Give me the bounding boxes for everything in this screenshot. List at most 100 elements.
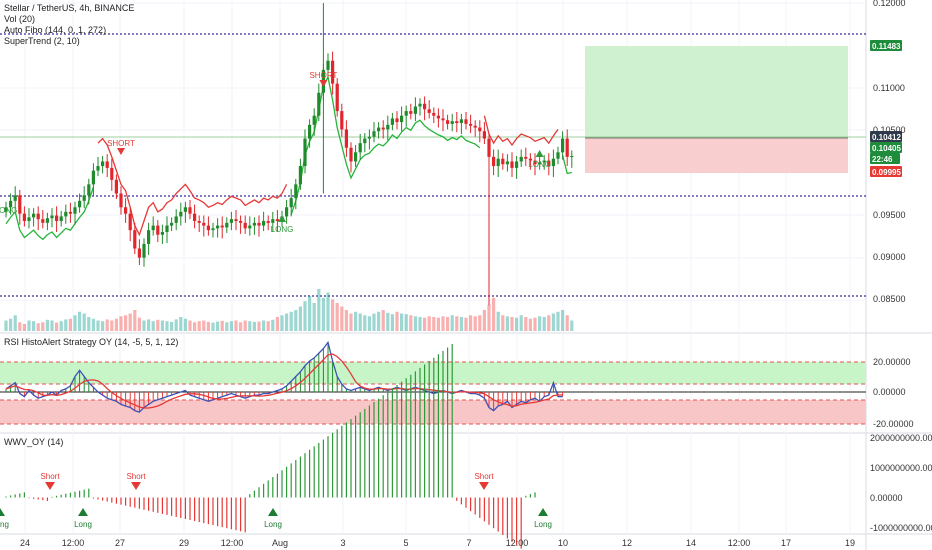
legend-rsi[interactable]: RSI HistoAlert Strategy OY (14, -5, 5, 1…	[4, 337, 178, 347]
volume-bar	[133, 310, 137, 331]
price-tag-bg	[870, 142, 902, 153]
volume-bar	[156, 319, 160, 331]
volume-bar	[87, 317, 91, 331]
candle-body	[110, 167, 114, 180]
legend-fibo[interactable]: Auto Fibo (144, 0, 1, 272)	[4, 25, 106, 35]
axis-labels: 24 12:00 27 29 12:00 Aug 3 5 7 12:00 10 12 14 12:00 17…	[20, 0, 932, 548]
wwv-signal-marker	[538, 508, 548, 516]
volume-bar	[533, 317, 537, 331]
candle-body	[206, 225, 210, 231]
legend-title[interactable]: Stellar / TetherUS, 4h, BINANCE	[4, 3, 134, 13]
candle-body	[395, 118, 399, 123]
volume-bar	[331, 299, 335, 331]
candle-body	[487, 138, 491, 157]
rsi-signal-line	[5, 353, 563, 409]
volume-bar	[64, 319, 68, 331]
candle-body	[101, 161, 105, 167]
candle-body	[377, 127, 381, 132]
x-axis-label: 7	[466, 538, 471, 548]
legend-vol[interactable]: Vol (20)	[4, 14, 35, 24]
volume-bar	[271, 319, 275, 331]
x-axis-label: 27	[115, 538, 125, 548]
price-signal-marker	[278, 215, 286, 222]
candle-body	[262, 221, 266, 226]
volume-bar	[459, 317, 463, 331]
candle-body	[147, 230, 151, 244]
x-axis-label: Aug	[272, 538, 288, 548]
candle-body	[137, 248, 141, 258]
volume-bar	[142, 320, 146, 331]
candle-body	[344, 129, 348, 148]
volume-bar	[27, 320, 31, 331]
legend-supertrend[interactable]: SuperTrend (2, 10)	[4, 36, 80, 46]
volume-bar	[202, 320, 206, 331]
candle-body	[354, 152, 358, 162]
x-axis-label: 10	[558, 538, 568, 548]
candle-body	[27, 217, 31, 222]
wwv-signal-marker	[131, 482, 141, 490]
candle-body	[243, 222, 247, 229]
candle-body	[303, 138, 307, 167]
candle-body	[528, 158, 532, 161]
candle-body	[87, 184, 91, 196]
price-tick-label: 0.09000	[873, 252, 906, 262]
candle-body	[50, 215, 54, 219]
candle-body	[216, 225, 220, 229]
rsi-tick-label: 20.00000	[873, 357, 911, 367]
volume-bar	[105, 319, 109, 331]
candle-body	[556, 152, 560, 159]
volume-bar	[436, 317, 440, 331]
volume-bar	[41, 322, 45, 331]
candle-body	[252, 222, 256, 226]
candle-body	[133, 230, 137, 249]
volume-bar	[13, 315, 17, 331]
candle-body	[561, 138, 565, 153]
candle-body	[450, 121, 454, 124]
candle-body	[381, 127, 385, 130]
volume-bar	[257, 321, 261, 331]
legend-wwv[interactable]: WWV_OY (14)	[4, 437, 63, 447]
candle-body	[340, 111, 344, 130]
candle-body	[9, 200, 13, 208]
candlestick-series[interactable]	[4, 3, 574, 306]
price-tick-label: 0.11000	[873, 83, 905, 93]
candle-body	[542, 160, 546, 163]
candle-body	[22, 213, 26, 222]
candle-body	[174, 216, 178, 223]
candle-body	[367, 136, 371, 139]
volume-bar	[404, 314, 408, 331]
candle-body	[496, 158, 500, 167]
price-tag-label: 0.10412	[872, 133, 901, 142]
candle-body	[390, 118, 394, 125]
volume-bar	[206, 321, 210, 331]
volume-bar	[193, 322, 197, 331]
volume-bar	[18, 322, 22, 331]
supertrend-segment	[5, 186, 95, 241]
x-axis-label: 12:00	[506, 538, 529, 548]
volume-bar	[128, 313, 132, 331]
price-tag-bg	[870, 166, 902, 177]
candle-body	[119, 193, 123, 208]
volume-bar	[551, 313, 555, 331]
candle-body	[266, 221, 270, 223]
candle-body	[372, 131, 376, 137]
volume-bar	[91, 318, 95, 331]
supertrend-segment	[483, 115, 559, 147]
candle-body	[505, 161, 509, 165]
volume-bar	[303, 301, 307, 331]
x-axis-label: 3	[340, 538, 345, 548]
wwv-signal-label: Long	[264, 520, 282, 529]
price-tick-label: 0.09500	[873, 210, 906, 220]
volume-bar	[354, 311, 358, 331]
volume-bar	[312, 303, 316, 331]
volume-bar	[243, 320, 247, 331]
candle-body	[501, 158, 505, 165]
x-axis-label: 12:00	[728, 538, 751, 548]
candle-body	[211, 228, 215, 231]
volume-bar	[538, 316, 542, 331]
volume-bar	[542, 317, 546, 331]
volume-bar	[73, 315, 77, 331]
volume-bar	[326, 292, 330, 331]
candle-body	[551, 158, 555, 167]
